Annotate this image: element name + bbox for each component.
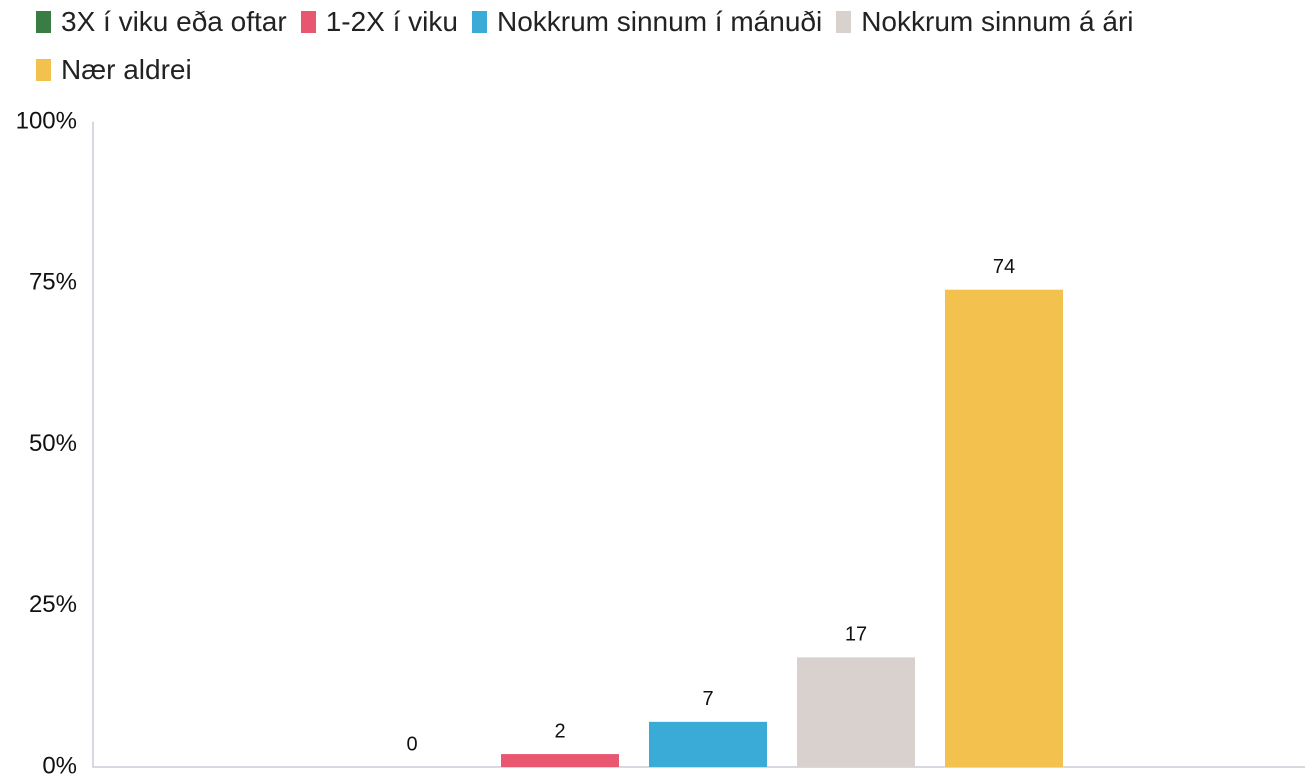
legend-swatch bbox=[836, 11, 852, 33]
value-label: 0 bbox=[406, 733, 417, 755]
legend-label: Nokkrum sinnum í mánuði bbox=[496, 6, 823, 37]
legend-label: 3X í viku eða oftar bbox=[61, 6, 287, 37]
legend: 3X í viku eða oftar 1-2X í viku Nokkrum si… bbox=[36, 2, 1296, 90]
legend-label: Nær aldrei bbox=[61, 54, 192, 85]
legend-swatch bbox=[36, 11, 51, 33]
bar bbox=[945, 289, 1063, 767]
legend-label: Nokkrum sinnum á ári bbox=[861, 6, 1134, 37]
legend-swatch bbox=[36, 59, 51, 81]
legend-item: Nær aldrei bbox=[36, 50, 192, 90]
legend-item: Nokkrum sinnum í mánuði bbox=[471, 2, 823, 42]
legend-swatch bbox=[471, 11, 487, 33]
y-tick-label: 75% bbox=[29, 269, 77, 296]
legend-item: 1-2X í viku bbox=[300, 2, 458, 42]
bar bbox=[649, 721, 767, 767]
bar bbox=[501, 754, 619, 767]
y-tick-label: 25% bbox=[29, 591, 77, 618]
value-label: 17 bbox=[845, 624, 867, 646]
legend-item: 3X í viku eða oftar bbox=[36, 2, 287, 42]
value-label: 2 bbox=[554, 720, 565, 742]
value-label: 74 bbox=[993, 256, 1015, 278]
y-tick-label: 0% bbox=[42, 752, 77, 779]
bar bbox=[797, 657, 915, 767]
legend-label: 1-2X í viku bbox=[325, 6, 458, 37]
legend-swatch bbox=[300, 11, 316, 33]
legend-item: Nokkrum sinnum á ári bbox=[836, 2, 1134, 42]
y-tick-label: 100% bbox=[16, 107, 77, 134]
value-label: 7 bbox=[702, 688, 713, 710]
y-tick-label: 50% bbox=[29, 430, 77, 457]
